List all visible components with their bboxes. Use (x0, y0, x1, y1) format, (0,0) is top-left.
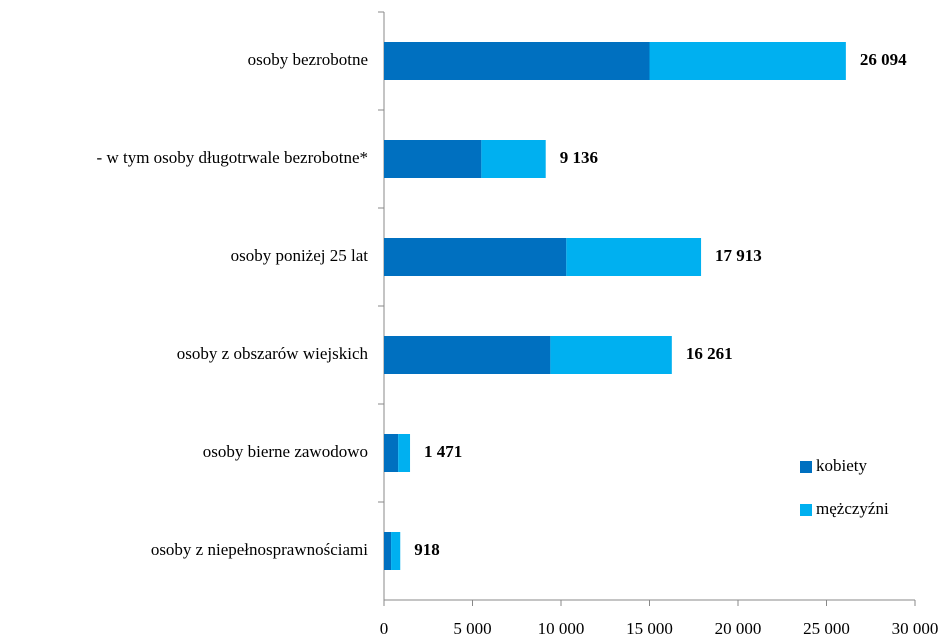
bar-segment (384, 532, 392, 570)
legend-label: kobiety (816, 456, 867, 475)
total-label: 26 094 (860, 50, 907, 69)
bar-segment (649, 42, 846, 80)
total-label: 16 261 (686, 344, 733, 363)
bar-segment (481, 140, 546, 178)
legend-label: mężczyźni (816, 499, 889, 518)
total-label: 17 913 (715, 246, 762, 265)
legend-swatch (800, 504, 812, 516)
total-label: 918 (414, 540, 440, 559)
x-tick-label: 20 000 (715, 619, 762, 638)
x-tick-label: 10 000 (538, 619, 585, 638)
bar-segment (398, 434, 411, 472)
x-tick-label: 5 000 (453, 619, 491, 638)
y-tick-label: osoby bierne zawodowo (203, 442, 368, 461)
bar-segment (550, 336, 672, 374)
bar-segment (384, 434, 399, 472)
x-tick-label: 25 000 (803, 619, 850, 638)
total-label: 1 471 (424, 442, 462, 461)
y-tick-label: osoby poniżej 25 lat (231, 246, 369, 265)
legend-swatch (800, 461, 812, 473)
bar-segment (384, 336, 551, 374)
x-tick-label: 30 000 (892, 619, 939, 638)
bar-segment (566, 238, 702, 276)
bar-segment (384, 140, 482, 178)
x-tick-label: 15 000 (626, 619, 673, 638)
bar-segment (391, 532, 401, 570)
y-tick-label: osoby z niepełnosprawnościami (151, 540, 368, 559)
x-tick-label: 0 (380, 619, 389, 638)
total-label: 9 136 (560, 148, 598, 167)
bar-segment (384, 238, 567, 276)
y-tick-label: osoby bezrobotne (248, 50, 368, 69)
bar-segment (384, 42, 650, 80)
y-tick-label: osoby z obszarów wiejskich (177, 344, 369, 363)
y-tick-label: - w tym osoby długotrwale bezrobotne* (97, 148, 368, 167)
